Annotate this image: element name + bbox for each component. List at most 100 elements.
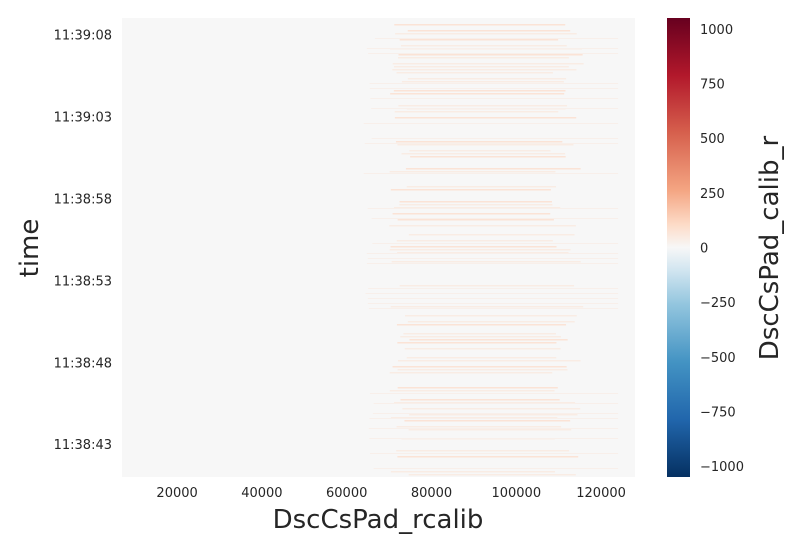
heatmap-streak [390, 189, 551, 191]
heatmap-streak [397, 360, 581, 362]
heatmap-streak [400, 45, 567, 47]
heatmap-streak [371, 138, 619, 139]
heatmap-streak [397, 456, 579, 458]
colorbar-tick-label: −750 [700, 405, 736, 420]
heatmap-streak [390, 246, 557, 248]
heatmap-streak [398, 105, 568, 107]
heatmap-streak [396, 450, 570, 452]
heatmap-streak [368, 288, 619, 289]
heatmap-streak [397, 144, 574, 146]
x-axis-label: DscCsPad_rcalib [273, 505, 484, 535]
heatmap-streak [371, 218, 619, 219]
heatmap-streak [400, 399, 560, 401]
heatmap-streak [392, 366, 567, 368]
heatmap-streak [367, 298, 619, 299]
x-tick-label: 120000 [576, 486, 626, 501]
heatmap-streak [396, 240, 553, 242]
heatmap-streak [399, 285, 575, 287]
heatmap-streak [404, 348, 561, 350]
heatmap-streak [399, 39, 559, 41]
x-tick-label: 80000 [411, 486, 452, 501]
heatmap-streak [397, 219, 554, 221]
heatmap-streak [369, 438, 619, 439]
y-axis-label: time [15, 219, 45, 278]
heatmap-streak [390, 417, 558, 419]
heatmap-streak [408, 474, 576, 476]
heatmap-streak [389, 390, 555, 392]
colorbar-ticks: 1000 750 500 250 0 −250 −500 −750 −1000 [700, 23, 744, 475]
heatmap-streak [398, 54, 583, 56]
y-tick-label: 11:38:53 [54, 274, 112, 289]
heatmap-streak [407, 78, 567, 80]
heatmap-streak [367, 303, 619, 304]
x-tick-label: 60000 [326, 486, 367, 501]
colorbar-tick-label: −1000 [700, 460, 744, 475]
y-tick-label: 11:39:08 [54, 28, 112, 43]
heatmap-streak [389, 225, 576, 227]
heatmap-streak [394, 117, 577, 119]
heatmap-streak [408, 429, 572, 431]
heatmap-streak [401, 81, 564, 83]
heatmap-streak [399, 201, 552, 203]
heatmap-streak [393, 207, 561, 209]
heatmap-streak [407, 321, 575, 323]
heatmap-streak [399, 204, 553, 206]
heatmap-streak [389, 249, 571, 251]
x-tick-label: 100000 [491, 486, 541, 501]
heatmap-streak [366, 48, 619, 49]
heatmap-streak [366, 263, 619, 264]
heatmap-streak [369, 88, 619, 89]
heatmap-streak [395, 141, 563, 143]
heatmap-streaks [363, 24, 619, 476]
heatmap-streak [391, 261, 581, 263]
colorbar-tick-label: −500 [700, 351, 736, 366]
heatmap-streak [397, 387, 558, 389]
y-axis-ticks: 11:39:08 11:39:03 11:38:58 11:38:53 11:38:48… [54, 28, 112, 453]
heatmap-streak [392, 213, 551, 215]
heatmap-streak [368, 428, 619, 429]
heatmap-streak [371, 108, 619, 109]
x-tick-label: 40000 [241, 486, 282, 501]
heatmap-streak [389, 372, 553, 374]
x-axis-ticks: 20000 40000 60000 80000 100000 120000 [156, 486, 625, 501]
y-tick-label: 11:38:48 [54, 356, 112, 371]
plot-area [122, 18, 635, 477]
heatmap-streak [410, 156, 566, 158]
heatmap-streak [367, 208, 619, 209]
heatmap-streak [363, 123, 619, 124]
colorbar-label: DscCsPad_calib_r [755, 136, 785, 361]
heatmap-streak [396, 72, 553, 74]
heatmap-streak [397, 252, 569, 254]
heatmap-streak [402, 408, 581, 410]
heatmap-streak [390, 93, 565, 95]
heatmap-streak [406, 357, 557, 359]
heatmap-streak [401, 153, 566, 155]
heatmap-streak [409, 414, 578, 416]
heatmap-streak [389, 171, 556, 173]
x-tick-label: 20000 [156, 486, 197, 501]
heatmap-streak [396, 426, 562, 428]
heatmap-streak [367, 258, 619, 259]
heatmap-streak [372, 413, 619, 414]
heatmap-streak [405, 315, 577, 317]
heatmap-streak [390, 306, 584, 308]
colorbar-tick-label: 250 [700, 187, 725, 202]
heatmap-streak [365, 293, 619, 294]
colorbar-tick-label: 1000 [700, 23, 733, 38]
heatmap-streak [409, 150, 551, 152]
heatmap-streak [394, 402, 576, 404]
heatmap-streak [404, 420, 571, 422]
heatmap-streak [368, 53, 619, 54]
heatmap-streak [370, 98, 619, 99]
heatmap-streak [400, 336, 561, 338]
heatmap-streak [369, 418, 619, 419]
colorbar: 1000 750 500 250 0 −250 −500 −750 −1000 DscCsPad… [667, 18, 785, 477]
heatmap-streak [373, 468, 619, 469]
heatmap-streak [374, 38, 619, 39]
y-tick-label: 11:38:58 [54, 192, 112, 207]
heatmap-streak [393, 90, 566, 92]
colorbar-tick-label: 500 [700, 132, 725, 147]
y-tick-label: 11:39:03 [54, 110, 112, 125]
heatmap-streak [369, 393, 619, 394]
